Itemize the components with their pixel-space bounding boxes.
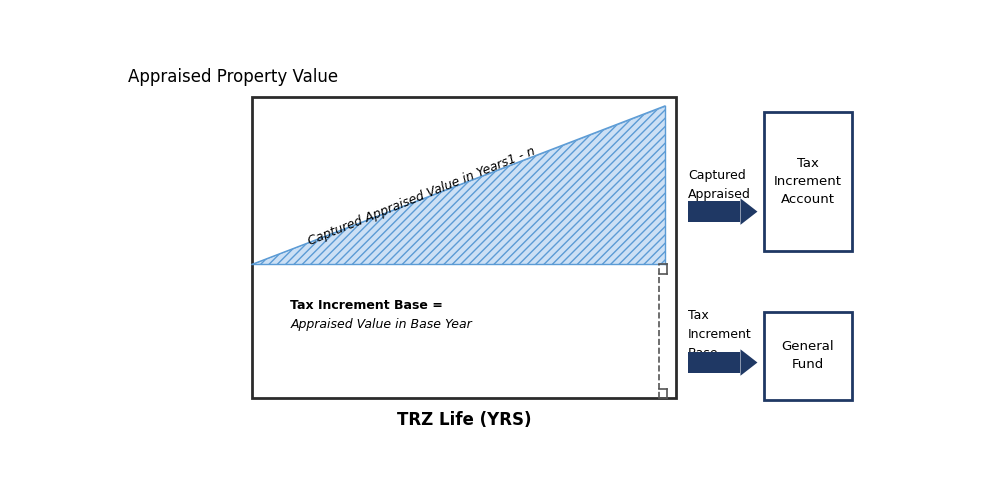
Text: Tax
Increment
Base: Tax Increment Base: [688, 309, 752, 360]
Bar: [252, 97, 676, 398]
Polygon shape: [740, 349, 758, 376]
Text: Appraised Value in Base Year: Appraised Value in Base Year: [291, 318, 472, 331]
Text: Tax
Increment
Account: Tax Increment Account: [774, 157, 842, 206]
Text: Captured
Appraised
Value: Captured Appraised Value: [688, 169, 751, 220]
Bar: [764, 112, 853, 251]
Bar: [688, 352, 740, 373]
Text: Appraised Property Value: Appraised Property Value: [128, 68, 339, 86]
Bar: [688, 201, 740, 222]
Text: General
Fund: General Fund: [782, 341, 835, 371]
Text: Captured Appraised Value in Years1 - n: Captured Appraised Value in Years1 - n: [306, 145, 537, 248]
Bar: [764, 312, 853, 400]
Text: Tax Increment Base =: Tax Increment Base =: [291, 299, 443, 313]
Polygon shape: [740, 198, 758, 225]
Polygon shape: [252, 106, 665, 265]
Text: TRZ Life (YRS): TRZ Life (YRS): [396, 411, 532, 429]
